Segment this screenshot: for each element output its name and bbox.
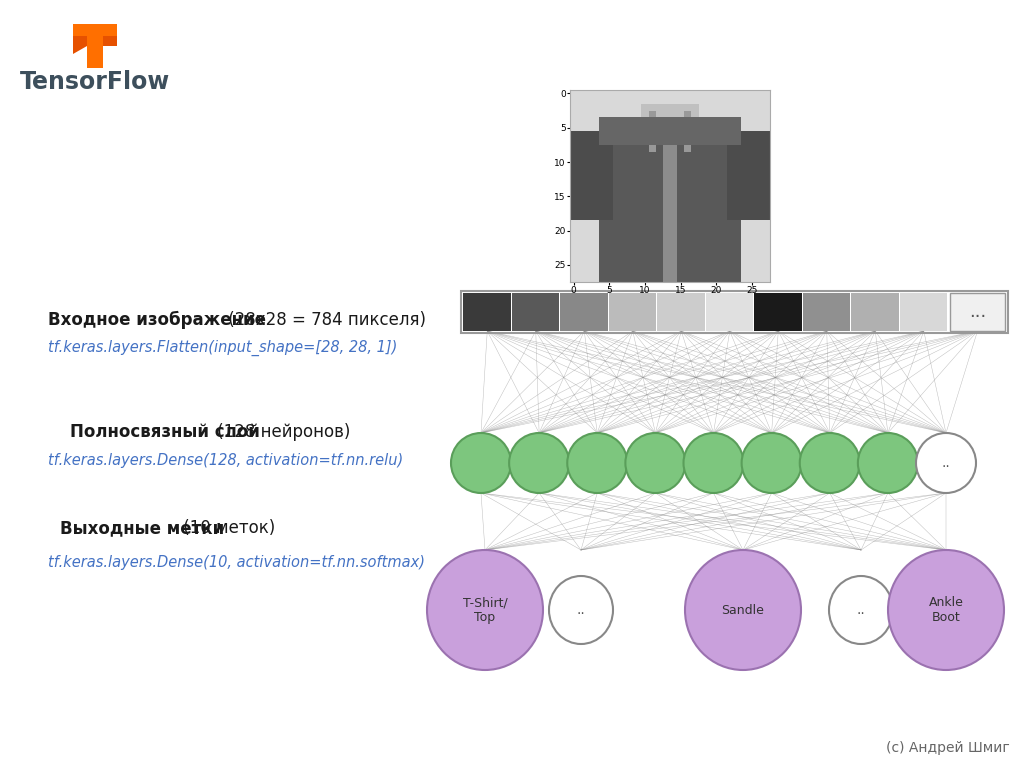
Text: TensorFlow: TensorFlow: [19, 70, 170, 94]
Polygon shape: [87, 36, 103, 68]
Text: ..: ..: [577, 603, 586, 617]
Ellipse shape: [427, 550, 543, 670]
Ellipse shape: [626, 433, 685, 493]
Text: ...: ...: [969, 303, 986, 321]
Polygon shape: [73, 24, 117, 36]
Text: ..: ..: [857, 603, 865, 617]
Text: tf.keras.layers.Dense(10, activation=tf.nn.softmax): tf.keras.layers.Dense(10, activation=tf.…: [48, 554, 425, 570]
FancyBboxPatch shape: [608, 293, 656, 331]
Text: tf.keras.layers.Dense(128, activation=tf.nn.relu): tf.keras.layers.Dense(128, activation=tf…: [48, 452, 403, 468]
Ellipse shape: [549, 576, 613, 644]
Text: (10 меток): (10 меток): [178, 519, 275, 537]
Text: (28x28 = 784 пикселя): (28x28 = 784 пикселя): [223, 311, 426, 329]
FancyBboxPatch shape: [754, 293, 802, 331]
Ellipse shape: [858, 433, 918, 493]
FancyBboxPatch shape: [851, 293, 898, 331]
Text: ..: ..: [942, 456, 950, 470]
FancyBboxPatch shape: [950, 293, 1005, 331]
Ellipse shape: [916, 433, 976, 493]
Ellipse shape: [800, 433, 860, 493]
Text: Выходные метки: Выходные метки: [60, 519, 224, 537]
FancyBboxPatch shape: [803, 293, 850, 331]
FancyBboxPatch shape: [512, 293, 559, 331]
FancyBboxPatch shape: [706, 293, 753, 331]
Polygon shape: [103, 36, 117, 46]
Ellipse shape: [683, 433, 743, 493]
FancyBboxPatch shape: [899, 293, 947, 331]
Text: T-Shirt/
Top: T-Shirt/ Top: [463, 596, 507, 624]
Text: Входное изображение: Входное изображение: [48, 311, 266, 329]
Ellipse shape: [685, 550, 801, 670]
Polygon shape: [73, 36, 87, 54]
Ellipse shape: [451, 433, 511, 493]
Text: Ankle
Boot: Ankle Boot: [929, 596, 964, 624]
Text: Полносвязный слой: Полносвязный слой: [70, 423, 260, 441]
Ellipse shape: [888, 550, 1004, 670]
Ellipse shape: [829, 576, 893, 644]
Text: Sandle: Sandle: [722, 604, 765, 617]
Text: (c) Андрей Шмиг: (c) Андрей Шмиг: [886, 741, 1010, 755]
FancyBboxPatch shape: [657, 293, 705, 331]
Ellipse shape: [741, 433, 802, 493]
FancyBboxPatch shape: [560, 293, 607, 331]
Text: tf.keras.layers.Flatten(input_shape=[28, 28, 1]): tf.keras.layers.Flatten(input_shape=[28,…: [48, 340, 397, 356]
Ellipse shape: [567, 433, 628, 493]
Ellipse shape: [509, 433, 569, 493]
Text: (128 нейронов): (128 нейронов): [212, 423, 350, 441]
FancyBboxPatch shape: [463, 293, 511, 331]
